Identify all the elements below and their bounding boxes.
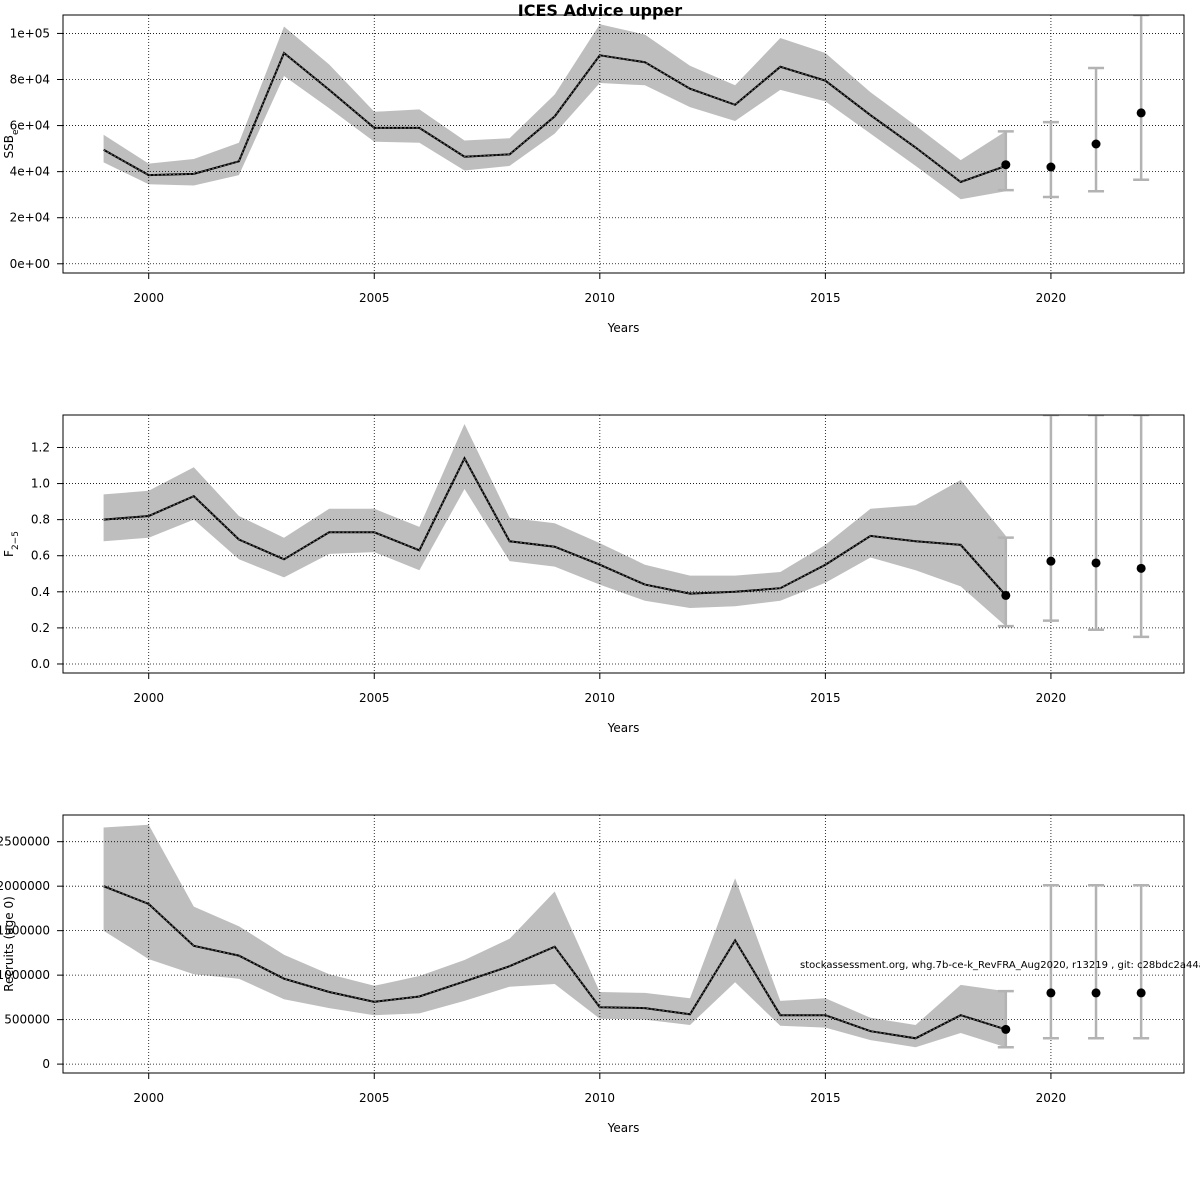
projection-errorbar	[1088, 415, 1105, 631]
y-tick-label: 500000	[4, 1013, 50, 1027]
y-tick-label: 1e+05	[10, 26, 50, 40]
y-tick-label: 2000000	[0, 879, 50, 893]
plot-area	[63, 15, 1184, 273]
projection-errorbar	[1088, 66, 1105, 193]
projection-errorbar	[1042, 884, 1059, 1040]
projection-errorbar	[1042, 415, 1059, 622]
y-tick-label: 6e+04	[10, 119, 50, 133]
projection-errorbar	[1133, 415, 1150, 639]
y-tick-label: 2e+04	[10, 211, 50, 225]
plot-frame	[62, 14, 1185, 274]
estimate-line-dash	[103, 52, 1006, 183]
y-axis-label-subscript: e	[11, 129, 21, 135]
y-tick-label: 2500000	[0, 835, 50, 849]
x-tick-label: 2005	[359, 1091, 390, 1105]
projection-point	[1136, 108, 1146, 118]
y-tick-label: 0.6	[31, 549, 50, 563]
panel-3: 2000 2005 2010 2015 2020 0 500000 1000000 150000…	[0, 814, 1185, 1135]
y-tick-label: 0.0	[31, 657, 50, 671]
y-tick-label: 0.8	[31, 513, 50, 527]
y-tick-label: 0e+00	[10, 257, 50, 271]
confidence-band	[103, 24, 1006, 200]
confidence-band	[103, 824, 1006, 1048]
plot-area	[63, 415, 1184, 673]
x-tick-label: 2005	[359, 691, 390, 705]
x-tick-label: 2015	[810, 691, 841, 705]
projection-errorbar	[1133, 15, 1150, 181]
y-tick-label: 1.0	[31, 477, 50, 491]
y-axis-label: Recruits (age 0)	[2, 896, 16, 992]
projection-point	[1046, 988, 1056, 998]
x-tick-label: 2000	[133, 291, 164, 305]
y-axis-label-subscript: 2−5	[11, 531, 21, 550]
projection-errorbar	[1133, 884, 1150, 1040]
y-tick-label: 4e+04	[10, 165, 50, 179]
projection-point	[1046, 162, 1056, 172]
projection-point	[1001, 590, 1011, 600]
confidence-band	[103, 424, 1006, 627]
panel-1: 2000 2005 2010 2015 2020 0e+00 2e+04 4e+04 6e+04…	[2, 14, 1185, 335]
y-axis-label: F2−5	[2, 531, 21, 557]
y-tick-label: 1.2	[31, 440, 50, 454]
projection-point	[1091, 558, 1101, 568]
projection-point	[1091, 139, 1101, 149]
x-axis-label: Years	[607, 721, 640, 735]
x-tick-label: 2020	[1036, 291, 1067, 305]
footnote: stockassessment.org, whg.7b-ce-k_RevFRA_…	[800, 960, 1200, 971]
projection-errorbar	[997, 989, 1014, 1049]
projection-point	[1001, 1024, 1011, 1034]
x-tick-label: 2010	[585, 291, 616, 305]
x-tick-label: 2015	[810, 291, 841, 305]
estimate-line-dash	[103, 885, 1006, 1039]
x-tick-label: 2020	[1036, 1091, 1067, 1105]
projection-errorbar	[997, 536, 1014, 628]
estimate-line-dash	[103, 457, 1007, 596]
x-tick-label: 2020	[1036, 691, 1067, 705]
y-axis-label: SSBe	[2, 129, 21, 158]
y-tick-label: 0.2	[31, 621, 50, 635]
projection-point	[1091, 988, 1101, 998]
y-tick-label: 0	[42, 1057, 50, 1071]
plot-frame	[62, 814, 1185, 1074]
y-tick-label: 1500000	[0, 924, 50, 938]
panel-2: 2000 2005 2010 2015 2020 0.0 0.2 0.4 0.6 0.8 1.0 1.…	[2, 414, 1185, 735]
projection-errorbar	[1042, 120, 1059, 199]
x-tick-label: 2010	[585, 691, 616, 705]
y-tick-label: 1000000	[0, 968, 50, 982]
plot-frame	[62, 414, 1185, 674]
x-axis-label: Years	[607, 321, 640, 335]
projection-point	[1136, 563, 1146, 573]
x-tick-label: 2000	[133, 691, 164, 705]
x-tick-label: 2015	[810, 1091, 841, 1105]
chart-title: ICES Advice upper	[518, 1, 683, 20]
projection-point	[1001, 160, 1011, 170]
y-tick-label: 8e+04	[10, 73, 50, 87]
projection-point	[1136, 988, 1146, 998]
plot-area	[63, 815, 1184, 1073]
x-tick-label: 2005	[359, 291, 390, 305]
y-tick-label: 0.4	[31, 585, 50, 599]
projection-point	[1046, 556, 1056, 566]
x-tick-label: 2000	[133, 1091, 164, 1105]
projection-errorbar	[1088, 884, 1105, 1040]
x-tick-label: 2010	[585, 1091, 616, 1105]
x-axis-label: Years	[607, 1121, 640, 1135]
